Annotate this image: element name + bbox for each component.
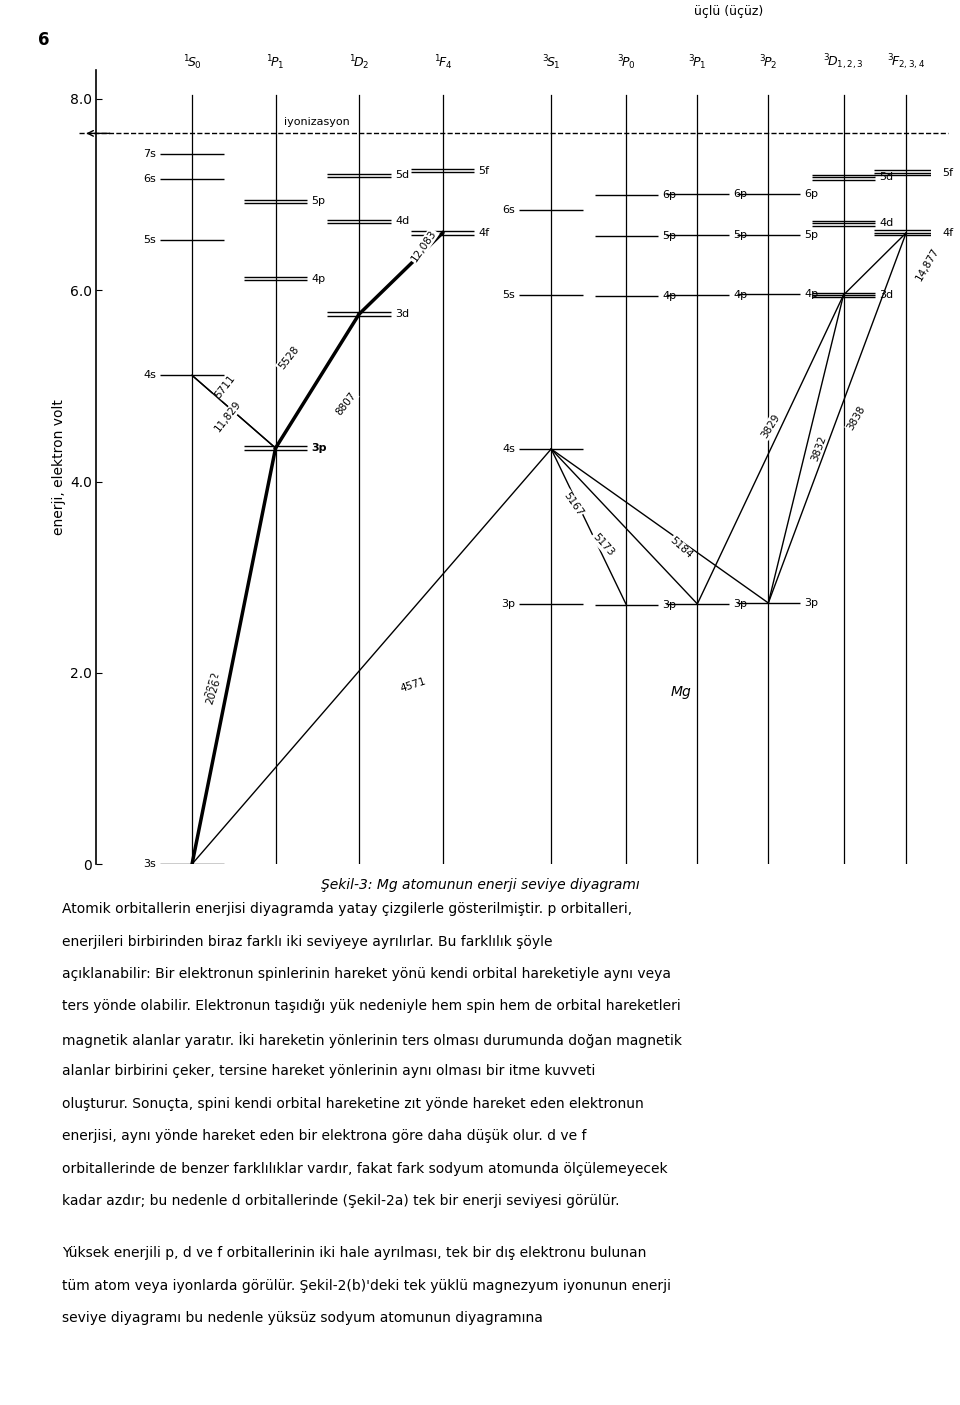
Text: 5711: 5711 (213, 374, 237, 400)
Text: 6p: 6p (733, 188, 747, 198)
Text: 4571: 4571 (399, 676, 427, 694)
Text: $^1\!P_1$: $^1\!P_1$ (267, 53, 285, 72)
Text: $^3\!P_0$: $^3\!P_0$ (617, 53, 636, 72)
Text: 5f: 5f (942, 167, 953, 177)
Text: 4s: 4s (502, 444, 516, 454)
Text: enerjisi, aynı yönde hareket eden bir elektrona göre daha düşük olur. d ve f: enerjisi, aynı yönde hareket eden bir el… (62, 1130, 587, 1144)
Text: $^1\!F_4$: $^1\!F_4$ (434, 53, 452, 72)
Text: orbitallerinde de benzer farklılıklar vardır, fakat fark sodyum atomunda ölçülem: orbitallerinde de benzer farklılıklar va… (62, 1162, 668, 1176)
Text: 11,829: 11,829 (213, 399, 243, 434)
Text: 5d: 5d (879, 173, 894, 183)
Text: 5p: 5p (804, 230, 818, 240)
Text: 3p: 3p (733, 599, 747, 608)
Text: 3p: 3p (662, 600, 676, 610)
Text: Mg: Mg (670, 684, 691, 698)
Text: 3829: 3829 (759, 412, 781, 440)
Text: 3p: 3p (501, 599, 516, 608)
Text: üçlü (üçüz): üçlü (üçüz) (694, 4, 763, 18)
Text: 3p: 3p (311, 443, 327, 452)
Text: Şekil-3: Mg atomunun enerji seviye diyagramı: Şekil-3: Mg atomunun enerji seviye diyag… (321, 878, 639, 892)
Text: alanlar birbirini çeker, tersine hareket yönlerinin aynı olması bir itme kuvveti: alanlar birbirini çeker, tersine hareket… (62, 1064, 596, 1078)
Text: kadar azdır; bu nedenle d orbitallerinde (Şekil-2a) tek bir enerji seviyesi görü: kadar azdır; bu nedenle d orbitallerinde… (62, 1194, 620, 1208)
Text: $^3\!P_1$: $^3\!P_1$ (688, 53, 707, 72)
Text: ters yönde olabilir. Elektronun taşıdığı yük nedeniyle hem spin hem de orbital h: ters yönde olabilir. Elektronun taşıdığı… (62, 999, 682, 1013)
Text: 3p: 3p (804, 599, 818, 608)
Text: $^3\!S_1$: $^3\!S_1$ (541, 53, 561, 72)
Y-axis label: enerji, elektron volt: enerji, elektron volt (52, 399, 65, 535)
Text: 12,083: 12,083 (409, 229, 439, 264)
Text: $^1\!S_0$: $^1\!S_0$ (182, 53, 202, 72)
Text: 2852: 2852 (204, 670, 222, 698)
Text: enerjileri birbirinden biraz farklı iki seviyeye ayrılırlar. Bu farklılık şöyle: enerjileri birbirinden biraz farklı iki … (62, 934, 553, 948)
Text: 5s: 5s (502, 289, 516, 301)
Text: $^3\!P_2$: $^3\!P_2$ (759, 53, 778, 72)
Text: 5f: 5f (478, 166, 490, 176)
Text: Atomik orbitallerin enerjisi diyagramda yatay çizgilerle gösterilmiştir. p orbit: Atomik orbitallerin enerjisi diyagramda … (62, 902, 633, 916)
Text: 3s: 3s (143, 858, 156, 870)
Text: 6s: 6s (502, 205, 516, 215)
Text: 6: 6 (38, 31, 50, 49)
Text: açıklanabilir: Bir elektronun spinlerinin hareket yönü kendi orbital hareketiyle: açıklanabilir: Bir elektronun spinlerini… (62, 967, 671, 981)
Text: 4p: 4p (804, 289, 818, 299)
Text: 5528: 5528 (276, 344, 300, 371)
Text: 4p: 4p (662, 291, 677, 301)
Text: 3838: 3838 (846, 403, 868, 431)
Text: 4d: 4d (879, 218, 894, 228)
Text: 8807: 8807 (334, 391, 358, 417)
Text: 5s: 5s (143, 236, 156, 246)
Text: 14,877: 14,877 (915, 246, 942, 282)
Text: 3832: 3832 (810, 434, 828, 464)
Text: 7s: 7s (143, 149, 156, 159)
Text: 4d: 4d (395, 216, 409, 226)
Text: 5167: 5167 (562, 490, 585, 517)
Text: 4f: 4f (478, 228, 490, 237)
Text: 5p: 5p (733, 230, 747, 240)
Text: $^3\!F_{2,3,4}$: $^3\!F_{2,3,4}$ (887, 52, 925, 72)
Text: 3d: 3d (879, 289, 894, 301)
Text: Yüksek enerjili p, d ve f orbitallerinin iki hale ayrılması, tek bir dış elektro: Yüksek enerjili p, d ve f orbitallerinin… (62, 1246, 647, 1260)
Text: 5d: 5d (395, 170, 409, 180)
Text: seviye diyagramı bu nedenle yüksüz sodyum atomunun diyagramına: seviye diyagramı bu nedenle yüksüz sodyu… (62, 1311, 543, 1325)
Text: 4p: 4p (311, 274, 325, 284)
Text: 2026: 2026 (204, 677, 222, 705)
Text: 5184: 5184 (668, 535, 694, 561)
Text: tüm atom veya iyonlarda görülür. Şekil-2(b)'deki tek yüklü magnezyum iyonunun en: tüm atom veya iyonlarda görülür. Şekil-2… (62, 1279, 671, 1293)
Text: 4p: 4p (733, 289, 748, 301)
Text: 6p: 6p (662, 190, 676, 200)
Text: 4s: 4s (143, 371, 156, 381)
Text: iyonizasyon: iyonizasyon (284, 117, 350, 126)
Text: $^1\!D_2$: $^1\!D_2$ (349, 53, 370, 72)
Text: oluşturur. Sonuçta, spini kendi orbital hareketine zıt yönde hareket eden elektr: oluşturur. Sonuçta, spini kendi orbital … (62, 1097, 644, 1111)
Text: 6p: 6p (804, 188, 818, 198)
Text: 5p: 5p (311, 197, 325, 207)
Text: 3d: 3d (395, 309, 409, 319)
Text: 5173: 5173 (590, 531, 616, 558)
Text: magnetik alanlar yaratır. İki hareketin yönlerinin ters olması durumunda doğan m: magnetik alanlar yaratır. İki hareketin … (62, 1031, 683, 1048)
Text: 6s: 6s (143, 174, 156, 184)
Text: 4f: 4f (942, 228, 953, 237)
Text: $^3\!D_{1,2,3}$: $^3\!D_{1,2,3}$ (823, 52, 864, 72)
Text: 5p: 5p (662, 230, 676, 240)
